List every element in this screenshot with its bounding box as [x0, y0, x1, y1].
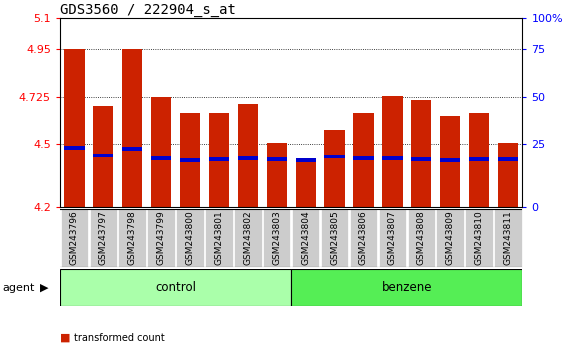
Bar — [122, 147, 142, 151]
Text: GSM243805: GSM243805 — [330, 211, 339, 266]
Bar — [90, 209, 117, 267]
Bar — [267, 143, 287, 207]
Text: agent: agent — [3, 282, 35, 293]
Bar — [147, 209, 175, 267]
Text: benzene: benzene — [381, 281, 432, 294]
Bar — [93, 106, 114, 207]
Bar — [411, 100, 432, 207]
Bar — [353, 113, 373, 207]
Bar — [382, 156, 403, 160]
Text: GSM243811: GSM243811 — [504, 211, 513, 266]
Text: GDS3560 / 222904_s_at: GDS3560 / 222904_s_at — [60, 3, 236, 17]
Bar — [296, 158, 316, 162]
Bar — [408, 209, 435, 267]
Bar — [238, 104, 258, 207]
Text: GSM243802: GSM243802 — [243, 211, 252, 266]
Bar — [209, 157, 229, 161]
Bar — [60, 269, 291, 306]
Bar — [263, 209, 291, 267]
Text: transformed count: transformed count — [74, 333, 165, 343]
Bar — [291, 269, 522, 306]
Bar — [234, 209, 262, 267]
Text: GSM243799: GSM243799 — [156, 211, 166, 266]
Text: GSM243810: GSM243810 — [475, 211, 484, 266]
Text: GSM243808: GSM243808 — [417, 211, 426, 266]
Bar — [382, 96, 403, 207]
Bar — [324, 130, 345, 207]
Text: GSM243806: GSM243806 — [359, 211, 368, 266]
Bar — [440, 158, 460, 162]
Bar — [122, 49, 142, 207]
Bar — [324, 155, 345, 159]
Bar — [93, 154, 114, 158]
Text: ■: ■ — [60, 333, 70, 343]
Bar — [65, 146, 85, 150]
Bar — [465, 209, 493, 267]
Bar — [176, 209, 204, 267]
Text: control: control — [155, 281, 196, 294]
Bar — [180, 158, 200, 162]
Text: GSM243807: GSM243807 — [388, 211, 397, 266]
Bar — [267, 157, 287, 161]
Bar — [469, 113, 489, 207]
Bar — [180, 113, 200, 207]
Text: GSM243797: GSM243797 — [99, 211, 108, 266]
Bar — [238, 156, 258, 160]
Bar — [151, 156, 171, 160]
Bar — [498, 157, 518, 161]
Bar — [119, 209, 146, 267]
Bar — [411, 157, 432, 161]
Text: ▶: ▶ — [40, 282, 49, 293]
Bar — [321, 209, 348, 267]
Bar — [292, 209, 319, 267]
Bar — [151, 97, 171, 207]
Text: GSM243796: GSM243796 — [70, 211, 79, 266]
Bar — [65, 49, 85, 207]
Text: GSM243798: GSM243798 — [128, 211, 136, 266]
Bar — [494, 209, 522, 267]
Bar — [205, 209, 232, 267]
Text: GSM243803: GSM243803 — [272, 211, 282, 266]
Text: GSM243800: GSM243800 — [186, 211, 195, 266]
Bar — [436, 209, 464, 267]
Bar — [61, 209, 88, 267]
Text: GSM243809: GSM243809 — [446, 211, 455, 266]
Bar — [440, 115, 460, 207]
Bar — [209, 113, 229, 207]
Bar — [353, 156, 373, 160]
Bar — [498, 143, 518, 207]
Bar — [379, 209, 406, 267]
Bar — [350, 209, 377, 267]
Text: GSM243801: GSM243801 — [215, 211, 223, 266]
Bar — [469, 157, 489, 161]
Bar — [296, 159, 316, 207]
Text: GSM243804: GSM243804 — [301, 211, 310, 266]
